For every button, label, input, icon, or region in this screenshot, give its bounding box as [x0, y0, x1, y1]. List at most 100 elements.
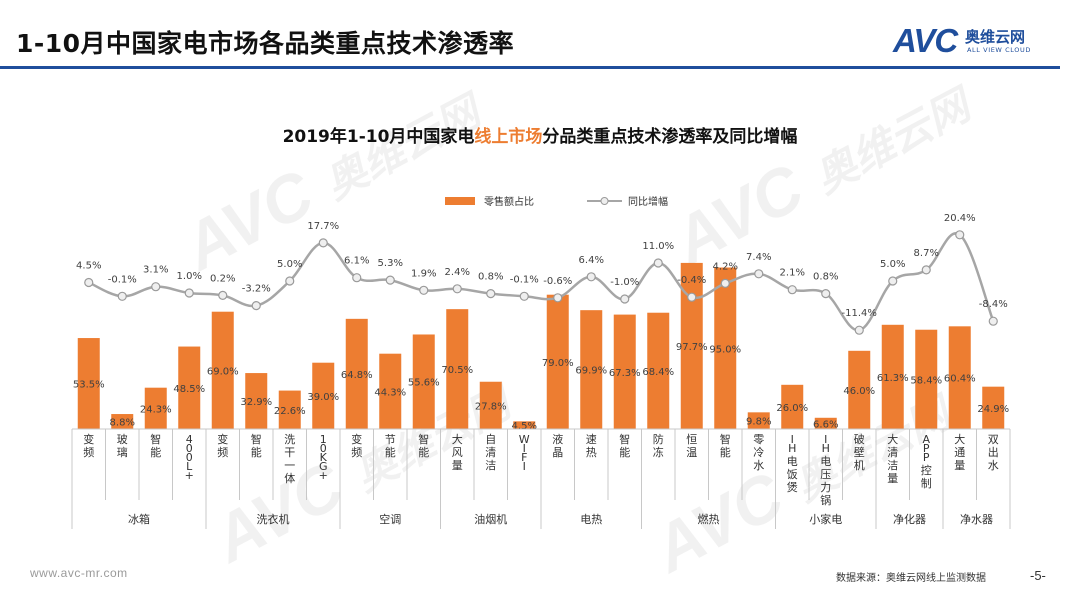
line-value-label: -3.2% [242, 284, 271, 295]
category-label: 双出水 [988, 433, 999, 472]
chart-title-part-1: 2019年1-10月中国家电 [282, 127, 475, 147]
line-point [586, 272, 596, 282]
bar [412, 334, 435, 429]
bar [848, 350, 871, 429]
group-label: 冰箱 [128, 512, 150, 526]
bar [312, 362, 335, 429]
line-value-label: 0.8% [813, 272, 838, 283]
line-value-label: -0.4% [677, 275, 706, 286]
line-value-label: 11.0% [642, 241, 674, 252]
legend-swatch-bars [445, 197, 475, 205]
category-label: 零冷水 [753, 433, 764, 472]
category-label: 洗干一体 [284, 433, 295, 485]
line-value-label: -0.6% [543, 276, 572, 287]
line-value-label: 2.1% [780, 268, 805, 279]
bar-value-label: 64.8% [341, 370, 373, 381]
line-value-label: -0.1% [108, 274, 137, 285]
line-point [888, 276, 898, 286]
line-value-label: 1.9% [411, 268, 436, 279]
bar-value-label: 60.4% [944, 374, 976, 385]
bar [613, 314, 636, 429]
line-point [218, 290, 228, 300]
line-point [419, 285, 429, 295]
line-value-label: -11.4% [842, 308, 877, 319]
line-value-label: 6.4% [579, 255, 604, 266]
bar-value-label: 70.5% [441, 365, 473, 376]
group-label: 油烟机 [474, 512, 507, 526]
line-point [385, 275, 395, 285]
line-point [720, 278, 730, 288]
line-point [352, 273, 362, 283]
line-value-label: 5.0% [880, 259, 905, 270]
bar-value-label: 61.3% [877, 373, 909, 384]
category-label: 破壁机 [854, 432, 865, 472]
line-point [921, 265, 931, 275]
bar-value-label: 48.5% [173, 384, 205, 395]
bar [680, 262, 703, 429]
line-value-label: 6.1% [344, 256, 369, 267]
category-label: 变频 [351, 432, 362, 459]
bar [881, 324, 904, 429]
line-value-label: 2.4% [445, 267, 470, 278]
category-label: 玻璃 [117, 433, 128, 459]
bar [647, 312, 670, 429]
chart-title-highlight: 线上市场 [474, 127, 543, 147]
line-point [151, 282, 161, 292]
line-point [318, 238, 328, 248]
bar-value-label: 26.0% [776, 403, 808, 414]
category-label: 自清洁 [485, 433, 496, 472]
line-value-label: 8.7% [914, 248, 939, 259]
bar [714, 267, 737, 429]
group-label: 净化器 [893, 512, 926, 526]
data-source-note: 数据来源：奥维云网线上监测数据 [836, 573, 986, 584]
bar [144, 387, 167, 429]
bar [111, 414, 134, 429]
category-label: 智能 [619, 432, 630, 459]
bar [479, 381, 502, 429]
category-label: 变频 [83, 432, 94, 459]
legend-label-bars: 零售额占比 [484, 195, 534, 208]
line-point [821, 289, 831, 299]
bar-value-label: 55.6% [408, 378, 440, 389]
title-divider [0, 66, 1060, 69]
bar [915, 329, 938, 429]
bar-value-label: 8.8% [110, 418, 135, 429]
line-value-label: 17.7% [307, 221, 339, 232]
line-point [787, 285, 797, 295]
line-value-label: 5.0% [277, 259, 302, 270]
category-label: 大清洁量 [887, 432, 898, 485]
bar [948, 326, 971, 429]
bar [747, 412, 770, 429]
line-point [988, 316, 998, 326]
bar [178, 346, 201, 429]
line-point [251, 301, 261, 311]
bar [781, 384, 804, 429]
category-label: A P P 控制 [921, 433, 932, 490]
group-label: 燃热 [698, 512, 720, 526]
group-label: 小家电 [809, 512, 842, 526]
bar [379, 353, 402, 429]
logo-cn-text: 奥维云网 [965, 28, 1026, 46]
bar [345, 318, 368, 429]
bar-value-label: 46.0% [843, 386, 875, 397]
bar-value-label: 58.4% [910, 375, 942, 386]
penetration-combo-chart: 零售额占比 同比增幅 53.5% 8.8% 24.3%48.5%69.0% 32.9%22… [71, 195, 1011, 529]
bar-value-label: 44.3% [374, 387, 406, 398]
bar-value-label: 69.9% [575, 366, 607, 377]
bar-value-label: 32.9% [240, 397, 272, 408]
line-value-label: 0.8% [478, 272, 503, 283]
group-label: 电热 [580, 513, 602, 526]
line-value-label: -8.4% [979, 299, 1008, 310]
logo-mark: AVC [893, 22, 958, 59]
category-label: 智能 [418, 432, 429, 459]
line-value-label: -0.1% [510, 274, 539, 285]
line-point [687, 292, 697, 302]
line-value-label: 20.4% [944, 213, 976, 224]
line-value-label: 4.5% [76, 261, 101, 272]
bar-value-label: 97.7% [676, 342, 708, 353]
bar-value-label: 24.3% [140, 404, 172, 415]
line-point [452, 284, 462, 294]
bar-value-label: 9.8% [746, 417, 771, 428]
line-point [117, 291, 127, 301]
line-value-label: 5.3% [378, 258, 403, 269]
